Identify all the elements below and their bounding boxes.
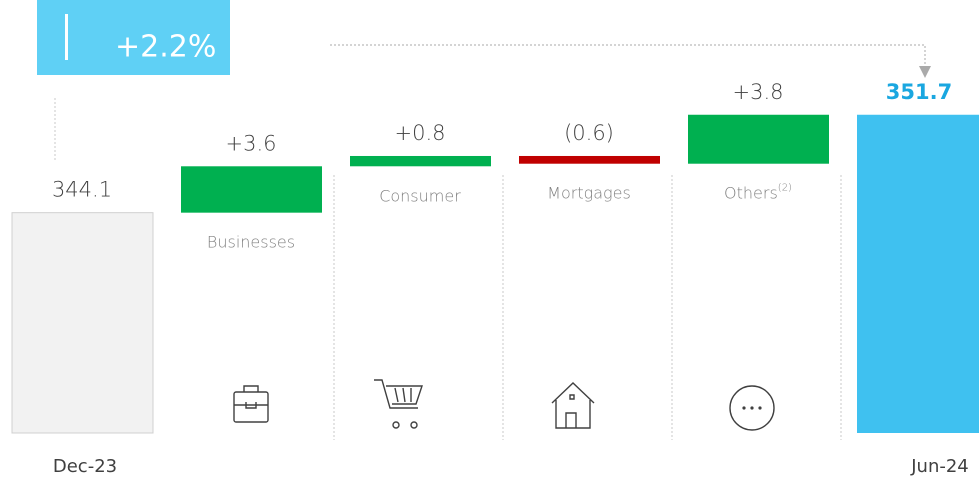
category-label: Dec-23 (53, 456, 117, 477)
category-label: Mortgages (547, 183, 631, 202)
category-label: Businesses (207, 232, 295, 251)
value-label: 351.7 (886, 80, 952, 104)
annotation: +2.2% (115, 30, 216, 65)
category-name: Consumer (379, 186, 461, 205)
annotation-accent (65, 14, 68, 60)
arrow-head (919, 66, 931, 78)
category-name: Others (724, 183, 778, 202)
more-icon (729, 385, 775, 431)
cart-icon (374, 379, 423, 429)
bar (181, 166, 322, 213)
category-name: Mortgages (547, 183, 631, 202)
value-label: 344.1 (52, 178, 112, 202)
category-label: Consumer (379, 186, 461, 205)
separators (333, 175, 842, 440)
category-name: Businesses (207, 232, 295, 251)
value-label: +3.8 (733, 80, 784, 104)
bar (350, 155, 491, 167)
category-label: Jun-24 (910, 456, 969, 477)
annotation-box (37, 0, 230, 75)
bar (857, 114, 979, 433)
value-label: +0.8 (395, 121, 446, 145)
connector (330, 44, 926, 66)
briefcase-icon (233, 385, 269, 423)
value-label: (0.6) (564, 121, 614, 145)
footnote: (2) (778, 183, 792, 194)
category-label: Others(2) (724, 183, 792, 203)
bar (688, 114, 829, 164)
value-label: +3.6 (226, 131, 277, 155)
bar (519, 155, 660, 164)
house-icon (551, 382, 595, 429)
bar (11, 212, 154, 434)
